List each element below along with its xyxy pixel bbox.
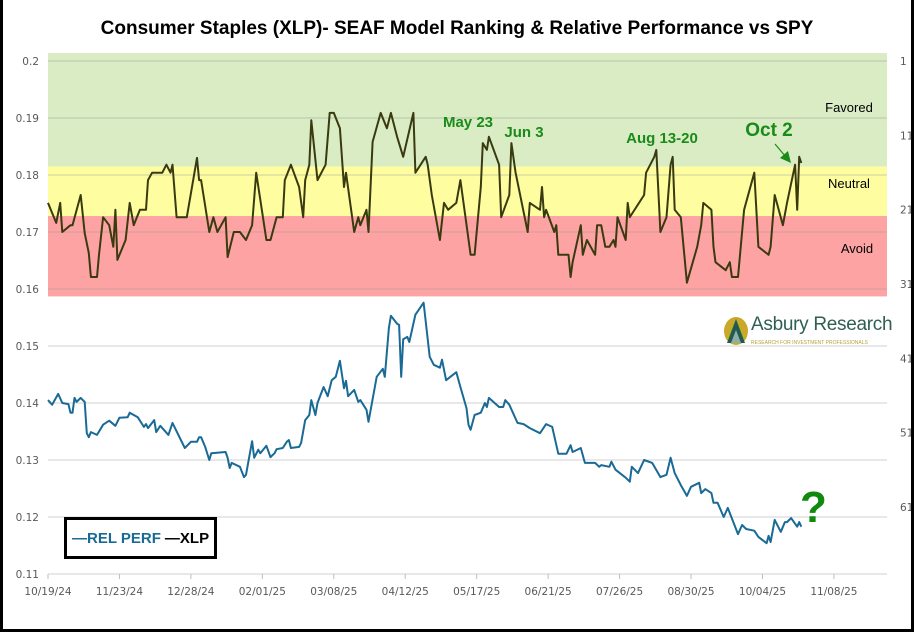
y-tick-label: 0.16 [16, 284, 40, 296]
x-tick-label: 04/12/25 [382, 586, 429, 598]
y-tick-label: 0.11 [16, 569, 39, 581]
series-line-rel-perf [47, 301, 803, 545]
legend-swatch-rel-perf: — [72, 529, 87, 547]
y2-tick-label: 21 [900, 205, 911, 217]
x-tick-label: 06/21/25 [525, 586, 572, 598]
legend-item-rel-perf: —REL PERF [72, 530, 161, 547]
y-tick-label: 0.14 [16, 398, 40, 410]
legend-swatch-xlp: — [164, 529, 180, 547]
y2-tick-label: 31 [900, 279, 911, 291]
annotation-label: Jun 3 [504, 124, 543, 141]
x-tick-label: 07/26/25 [596, 586, 643, 598]
y2-tick-label: 41 [900, 353, 911, 365]
logo-tagline: RESEARCH FOR INVESTMENT PROFESSIONALS [751, 340, 868, 346]
chart-title: Consumer Staples (XLP)- SEAF Model Ranki… [100, 18, 814, 39]
asbury-research-logo: Asbury Research RESEARCH FOR INVESTMENT … [723, 314, 893, 350]
legend-item-xlp: —XLP [165, 530, 209, 547]
x-tick-label: 10/19/24 [24, 586, 71, 598]
y2-tick-label: 1 [900, 56, 907, 68]
zone-favored [48, 53, 887, 167]
x-tick-label: 12/28/24 [167, 586, 214, 598]
annotation-label: May 23 [443, 114, 493, 131]
annotation-label: Oct 2 [745, 120, 793, 141]
y2-tick-label: 11 [900, 130, 911, 142]
x-tick-label: 10/04/25 [739, 586, 786, 598]
chart-plot: 0.11 0.12 0.13 0.14 0.15 0.16 0.17 0.18 0.19 0.2 1… [16, 53, 911, 598]
annotation-question-mark: ? [800, 483, 827, 532]
logo-mark-icon [724, 317, 748, 345]
annotation-label: Aug 13-20 [626, 130, 698, 147]
y-tick-label: 0.17 [16, 227, 39, 239]
logo-name: Asbury Research [751, 314, 893, 335]
y-tick-label: 0.18 [16, 170, 39, 182]
x-tick-label: 02/01/25 [239, 586, 286, 598]
y-tick-label: 0.15 [16, 341, 39, 353]
chart-legend: —REL PERF —XLP [64, 517, 218, 559]
x-tick-label: 08/30/25 [667, 586, 714, 598]
y2-tick-label: 61 [900, 502, 911, 514]
y2-tick-label: 51 [900, 428, 911, 440]
series-line-xlp [47, 111, 803, 284]
x-tick-label: 05/17/25 [453, 586, 500, 598]
legend-label-xlp: XLP [179, 529, 210, 547]
x-tick-label: 11/23/24 [96, 586, 143, 598]
legend-label-rel-perf: REL PERF [87, 529, 161, 547]
x-tick-label: 11/08/25 [810, 586, 857, 598]
annotation-arrow-head-icon [780, 151, 791, 163]
zone-label-favored: Favored [825, 100, 873, 115]
x-tick-label: 03/08/25 [310, 586, 357, 598]
y-tick-label: 0.2 [22, 56, 39, 68]
y-tick-label: 0.19 [16, 113, 39, 125]
y-tick-label: 0.13 [16, 455, 39, 467]
y-tick-label: 0.12 [16, 512, 39, 524]
zone-label-neutral: Neutral [828, 176, 870, 191]
zone-label-avoid: Avoid [841, 241, 873, 256]
